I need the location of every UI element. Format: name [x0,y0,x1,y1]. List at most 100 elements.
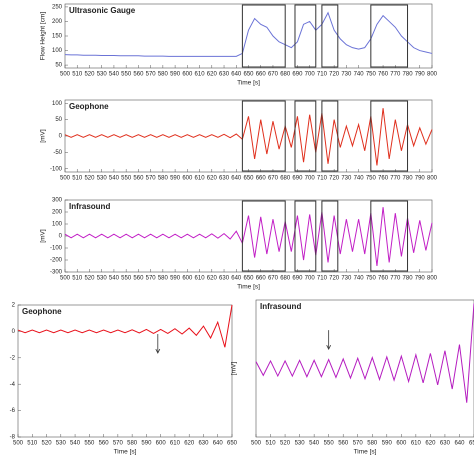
x-tick-label: 690 [292,72,303,78]
panel-title: Infrasound [69,202,110,211]
y-tick-label: 50 [55,117,62,123]
x-tick-label: 690 [292,276,303,282]
x-tick-label: 560 [133,72,144,78]
x-tick-label: 760 [378,72,389,78]
x-tick-label: 630 [198,441,209,447]
arrow-head [155,348,161,354]
x-tick-label: 600 [182,276,193,282]
panel-title: Ultrasonic Gauge [69,6,136,15]
x-tick-label: 660 [256,276,267,282]
y-tick-label: 2 [12,303,16,309]
x-tick-label: 720 [329,176,340,182]
x-tick-label: 580 [158,176,169,182]
x-tick-label: 730 [341,176,352,182]
x-tick-label: 640 [213,441,224,447]
x-axis-label: Time [s] [354,449,377,456]
x-tick-label: 750 [366,72,377,78]
y-tick-label: -300 [50,270,63,276]
x-tick-label: 560 [99,441,110,447]
x-tick-label: 630 [219,72,230,78]
x-tick-label: 540 [109,176,120,182]
x-tick-label: 570 [146,72,157,78]
y-tick-label: 250 [52,4,63,10]
x-tick-label: 510 [72,276,83,282]
y-tick-label: 300 [52,198,63,204]
x-tick-label: 690 [292,176,303,182]
y-tick-label: -8 [10,435,16,441]
y-tick-label: 100 [52,48,63,54]
x-tick-label: 590 [170,72,181,78]
x-tick-label: 610 [195,276,206,282]
x-tick-label: 510 [72,176,83,182]
x-tick-label: 740 [354,176,365,182]
x-tick-label: 520 [84,176,95,182]
x-tick-label: 680 [280,72,291,78]
highlight-box [241,4,286,68]
x-tick-label: 550 [324,441,335,447]
y-tick-label: -6 [10,408,16,414]
x-tick-label: 640 [231,276,242,282]
y-tick-label: 0 [59,134,63,140]
highlight-box [294,200,317,272]
highlight-box [370,100,409,172]
x-tick-label: 650 [469,441,474,447]
x-tick-label: 500 [251,441,262,447]
x-tick-label: 580 [127,441,138,447]
x-tick-label: 650 [243,276,254,282]
panel-title: Geophone [22,307,62,316]
x-tick-label: 640 [231,72,242,78]
x-tick-label: 800 [427,176,438,182]
highlight-box [321,200,339,272]
x-tick-label: 570 [353,441,364,447]
x-tick-label: 580 [158,276,169,282]
highlight-box [241,100,286,172]
x-tick-label: 640 [454,441,465,447]
y-tick-label: 200 [52,210,63,216]
x-tick-label: 600 [396,441,407,447]
x-tick-label: 630 [219,176,230,182]
highlight-box [294,100,317,172]
x-tick-label: 520 [84,72,95,78]
y-tick-label: 100 [52,222,63,228]
highlight-box [370,200,409,272]
x-axis-label: Time [s] [114,449,137,456]
x-tick-label: 620 [207,72,218,78]
y-tick-label: 0 [59,234,63,240]
x-tick-label: 530 [295,441,306,447]
x-tick-label: 740 [354,72,365,78]
x-tick-label: 570 [146,176,157,182]
x-tick-label: 500 [60,176,71,182]
x-tick-label: 680 [280,276,291,282]
x-tick-label: 800 [427,276,438,282]
plot-area [17,304,233,438]
x-tick-label: 720 [329,276,340,282]
y-tick-label: 100 [52,101,63,107]
y-tick-label: -2 [10,355,16,361]
y-tick-label: -50 [53,150,62,156]
x-axis-label: Time [s] [237,80,260,87]
x-tick-label: 540 [309,441,320,447]
x-tick-label: 680 [280,176,291,182]
x-tick-label: 780 [403,276,414,282]
x-tick-label: 610 [195,72,206,78]
x-tick-label: 510 [72,72,83,78]
x-tick-label: 790 [415,72,426,78]
x-tick-label: 590 [141,441,152,447]
x-tick-label: 600 [182,72,193,78]
x-tick-label: 550 [84,441,95,447]
x-tick-label: 530 [56,441,67,447]
highlight-box [294,4,317,68]
data-line [17,304,233,348]
y-axis-label: Flow Height [cm] [40,12,47,61]
x-tick-label: 730 [341,276,352,282]
y-axis-label: [mV] [231,362,238,376]
x-tick-label: 560 [133,276,144,282]
x-tick-label: 790 [415,176,426,182]
y-tick-label: -100 [50,246,63,252]
panel-title: Infrasound [260,302,301,311]
arrow-head [326,344,332,351]
data-line [255,303,474,403]
x-tick-label: 700 [305,276,316,282]
x-tick-label: 590 [170,176,181,182]
